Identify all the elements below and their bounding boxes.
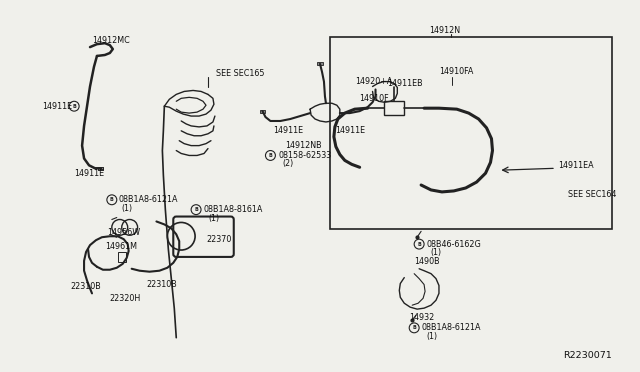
Circle shape xyxy=(107,195,116,205)
Text: 14910FA: 14910FA xyxy=(439,67,474,76)
Text: B: B xyxy=(110,197,114,202)
Text: SEE SEC164: SEE SEC164 xyxy=(568,190,616,199)
Text: R2230071: R2230071 xyxy=(563,351,612,360)
Circle shape xyxy=(191,205,201,215)
Text: 14911EA: 14911EA xyxy=(558,161,593,170)
Bar xyxy=(330,37,612,230)
Text: SEE SEC165: SEE SEC165 xyxy=(216,69,264,78)
Text: B: B xyxy=(417,242,421,247)
Text: B: B xyxy=(72,104,76,109)
Text: 08B46-6162G: 08B46-6162G xyxy=(426,240,481,248)
Text: 14911E: 14911E xyxy=(74,169,104,178)
Text: 08B1A8-6121A: 08B1A8-6121A xyxy=(119,195,179,204)
Text: 14912N: 14912N xyxy=(429,26,460,35)
Text: 14911E: 14911E xyxy=(273,126,303,135)
Text: (1): (1) xyxy=(122,204,133,213)
Text: B: B xyxy=(194,207,198,212)
Bar xyxy=(260,110,266,113)
Text: 14911EB: 14911EB xyxy=(387,79,423,88)
Text: 14961M: 14961M xyxy=(105,241,137,251)
Text: 14912MC: 14912MC xyxy=(92,36,130,45)
Text: 14910F: 14910F xyxy=(360,94,389,103)
Bar xyxy=(317,62,323,65)
Text: 22310B: 22310B xyxy=(147,280,177,289)
Text: 14920+A: 14920+A xyxy=(355,77,392,86)
Text: 14912NB: 14912NB xyxy=(285,141,322,150)
Text: 14911E: 14911E xyxy=(42,102,72,111)
Text: 08158-62533: 08158-62533 xyxy=(278,151,332,160)
Circle shape xyxy=(414,239,424,249)
Text: 14911E: 14911E xyxy=(335,126,365,135)
Text: (1): (1) xyxy=(208,214,219,223)
Text: 14932: 14932 xyxy=(409,314,435,323)
Text: 08B1A8-6121A: 08B1A8-6121A xyxy=(421,323,481,332)
Bar xyxy=(118,252,125,262)
Text: (1): (1) xyxy=(430,248,441,257)
Text: (2): (2) xyxy=(282,159,294,168)
Text: 22370: 22370 xyxy=(206,235,232,244)
Circle shape xyxy=(266,151,275,160)
Circle shape xyxy=(69,101,79,111)
Text: (1): (1) xyxy=(426,332,437,341)
Bar xyxy=(99,167,104,170)
Text: B: B xyxy=(269,153,272,158)
Text: 1490B: 1490B xyxy=(414,257,440,266)
Bar xyxy=(385,101,404,115)
Bar xyxy=(99,167,104,170)
Text: 08B1A8-8161A: 08B1A8-8161A xyxy=(203,205,262,214)
Circle shape xyxy=(409,323,419,333)
Text: 22320H: 22320H xyxy=(110,294,141,303)
Text: 14956W: 14956W xyxy=(107,228,140,237)
Text: B: B xyxy=(412,326,416,330)
Text: 22310B: 22310B xyxy=(70,282,101,291)
